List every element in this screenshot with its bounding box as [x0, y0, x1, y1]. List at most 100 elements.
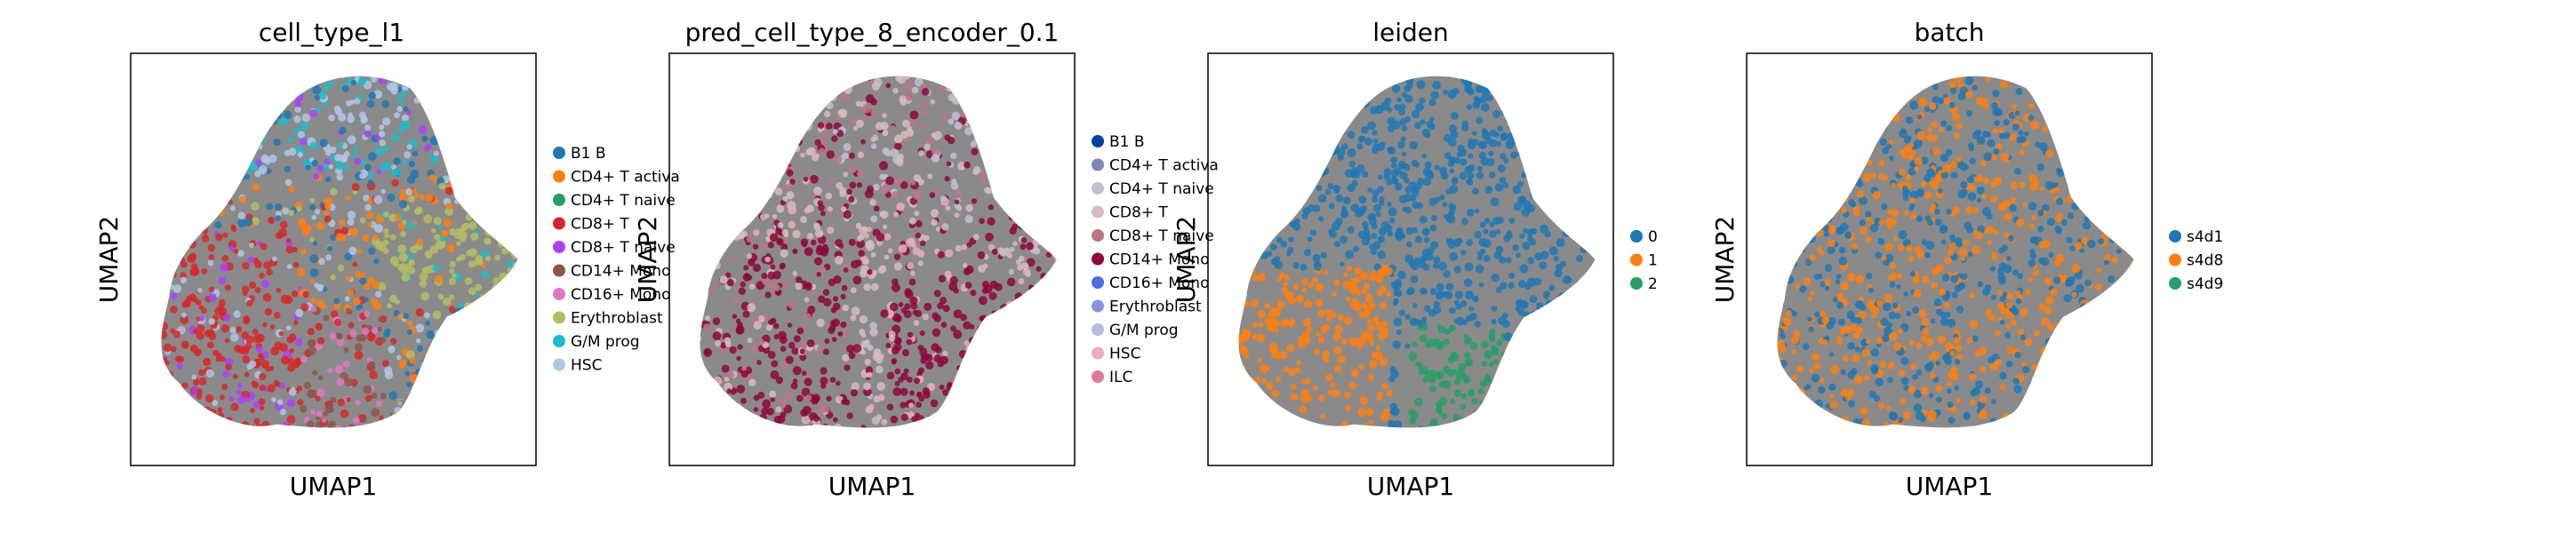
scatter-point	[428, 365, 436, 374]
scatter-point	[700, 230, 705, 237]
scatter-point	[2100, 79, 2108, 87]
scatter-point	[455, 424, 464, 428]
scatter-point	[297, 151, 303, 158]
scatter-point	[965, 345, 973, 353]
scatter-point	[1490, 197, 1500, 207]
scatter-point	[1257, 357, 1262, 363]
scatter-point	[925, 361, 934, 370]
scatter-point	[782, 195, 788, 202]
scatter-point	[223, 313, 231, 322]
scatter-point	[1012, 320, 1019, 328]
scatter-point	[1533, 277, 1542, 286]
scatter-point	[1516, 180, 1524, 187]
scatter-point	[1779, 266, 1788, 274]
scatter-point	[1318, 96, 1328, 106]
legend-label: HSC	[1109, 346, 1140, 363]
scatter-point	[391, 169, 399, 177]
scatter-point	[475, 291, 480, 298]
scatter-point	[1380, 412, 1389, 422]
scatter-point	[910, 270, 916, 276]
legend-marker	[553, 147, 565, 159]
scatter-point	[286, 237, 292, 243]
scatter-point	[1348, 160, 1356, 168]
scatter-point	[1436, 409, 1443, 415]
scatter-point	[785, 183, 793, 191]
scatter-point	[1452, 414, 1459, 420]
scatter-point	[1954, 359, 1961, 365]
scatter-point	[1271, 164, 1279, 172]
scatter-point	[218, 276, 226, 285]
legend-label: Erythroblast	[1109, 298, 1202, 316]
scatter-point	[220, 76, 228, 79]
scatter-point	[988, 89, 996, 98]
scatter-point	[150, 337, 158, 345]
scatter-point	[1348, 285, 1357, 294]
scatter-point	[787, 322, 793, 328]
scatter-point	[220, 120, 228, 129]
scatter-point	[725, 148, 732, 155]
scatter-point	[948, 418, 956, 426]
scatter-point	[703, 323, 711, 331]
scatter-point	[1828, 194, 1836, 202]
scatter-point	[752, 243, 759, 250]
scatter-point	[404, 370, 411, 377]
scatter-point	[2018, 130, 2024, 136]
scatter-point	[324, 176, 332, 183]
scatter-point	[1006, 300, 1015, 310]
scatter-point	[1050, 89, 1057, 97]
scatter-point	[800, 238, 809, 246]
scatter-point	[1297, 149, 1305, 157]
scatter-point	[1020, 425, 1029, 428]
scatter-point	[470, 232, 479, 241]
scatter-point	[398, 200, 408, 209]
scatter-point	[1438, 430, 1444, 436]
scatter-point	[1030, 116, 1037, 123]
scatter-point	[1356, 290, 1362, 296]
scatter-point	[1596, 108, 1604, 115]
scatter-point	[1588, 76, 1596, 81]
scatter-point	[968, 336, 977, 345]
scatter-point	[1591, 185, 1596, 195]
scatter-point	[945, 249, 954, 258]
scatter-point	[1404, 343, 1411, 349]
scatter-point	[897, 76, 906, 84]
scatter-point	[2010, 181, 2018, 190]
scatter-point	[976, 330, 982, 337]
scatter-point	[2103, 259, 2109, 266]
scatter-point	[1562, 321, 1567, 327]
scatter-point	[1568, 304, 1578, 314]
scatter-point	[910, 179, 916, 186]
scatter-point	[1245, 131, 1255, 140]
scatter-point	[745, 410, 754, 419]
scatter-point	[1443, 365, 1451, 374]
scatter-point	[1026, 258, 1036, 267]
scatter-point	[1450, 398, 1456, 405]
scatter-point	[1559, 68, 1564, 73]
scatter-point	[161, 259, 165, 266]
scatter-point	[2100, 206, 2107, 212]
scatter-point	[1513, 202, 1523, 211]
scatter-point	[2107, 115, 2113, 121]
scatter-point	[400, 188, 406, 195]
scatter-point	[1314, 155, 1323, 164]
scatter-point	[311, 214, 317, 220]
scatter-point	[970, 370, 976, 377]
scatter-point	[316, 388, 325, 398]
scatter-point	[729, 183, 736, 190]
scatter-point	[1583, 139, 1591, 147]
scatter-point	[222, 232, 228, 238]
scatter-point	[1529, 238, 1536, 246]
scatter-point	[292, 261, 300, 268]
scatter-point	[827, 227, 835, 235]
scatter-point	[1553, 303, 1563, 313]
scatter-point	[1552, 84, 1558, 91]
scatter-point	[731, 403, 738, 410]
scatter-point	[1027, 134, 1036, 144]
scatter-point	[954, 427, 964, 428]
scatter-point	[1908, 167, 1916, 176]
scatter-point	[1822, 425, 1828, 428]
scatter-point	[171, 346, 177, 353]
scatter-point	[300, 248, 307, 255]
scatter-point	[2120, 91, 2128, 99]
scatter-point	[150, 272, 159, 281]
